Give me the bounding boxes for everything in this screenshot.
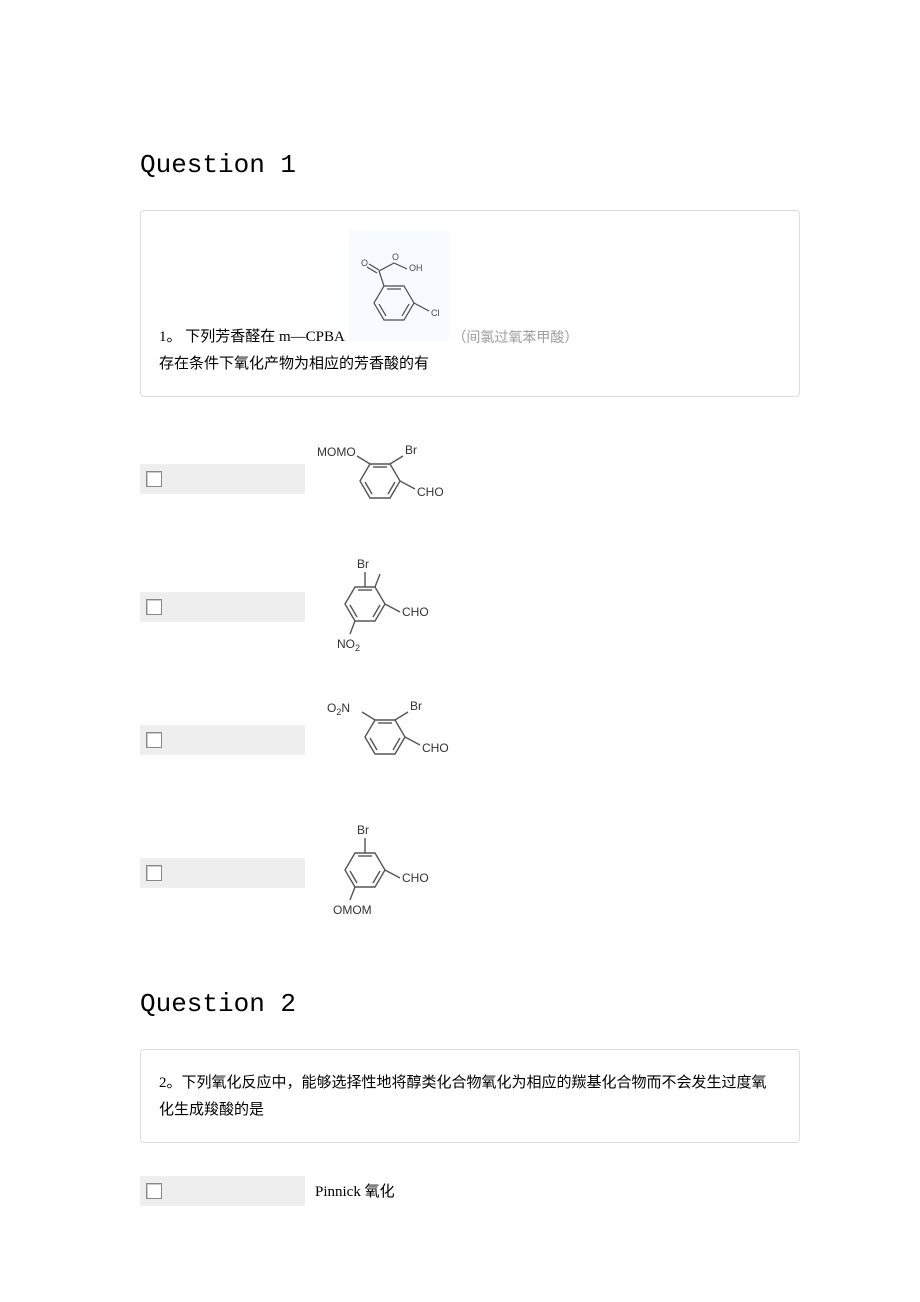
svg-text:Br: Br xyxy=(405,443,417,457)
q1-option-a[interactable]: MOMO Br CHO xyxy=(140,422,800,536)
mcpba-o2-label: O xyxy=(392,252,399,262)
checkbox-icon[interactable] xyxy=(146,865,162,881)
mcpba-oh-label: OH xyxy=(409,263,423,273)
option-handle xyxy=(140,592,305,622)
svg-text:MOMO: MOMO xyxy=(317,445,356,459)
option-a-structure-icon: MOMO Br CHO xyxy=(305,422,800,536)
q2-option-a-text: Pinnick 氧化 xyxy=(305,1168,800,1213)
option-handle xyxy=(140,464,305,494)
option-d-structure-icon: Br CHO OMOM xyxy=(305,806,800,940)
question-1-stem: 1。 下列芳香醛在 m—CPBA xyxy=(140,210,800,397)
q2-option-a[interactable]: Pinnick 氧化 xyxy=(140,1168,800,1213)
option-handle xyxy=(140,725,305,755)
question-1-title: Question 1 xyxy=(140,150,800,180)
svg-text:CHO: CHO xyxy=(402,871,429,885)
question-2-title: Question 2 xyxy=(140,989,800,1019)
checkbox-icon[interactable] xyxy=(146,1183,162,1199)
svg-text:Br: Br xyxy=(410,699,422,713)
stem-hint: （间氯过氧苯甲酸） xyxy=(452,326,578,351)
checkbox-icon[interactable] xyxy=(146,471,162,487)
mcpba-structure-icon: O O OH Cl xyxy=(349,231,449,351)
option-handle xyxy=(140,858,305,888)
svg-text:NO2: NO2 xyxy=(337,637,360,653)
mcpba-cl-label: Cl xyxy=(431,308,440,318)
stem-prefix: 1。 下列芳香醛在 m—CPBA xyxy=(159,324,345,351)
mcpba-o-label: O xyxy=(361,258,368,268)
svg-text:CHO: CHO xyxy=(402,605,429,619)
svg-text:CHO: CHO xyxy=(417,485,444,499)
svg-text:CHO: CHO xyxy=(422,741,449,755)
q2-stem-text: 2。下列氧化反应中，能够选择性地将醇类化合物氧化为相应的羰基化合物而不会发生过度… xyxy=(159,1075,767,1118)
checkbox-icon[interactable] xyxy=(146,599,162,615)
svg-text:Br: Br xyxy=(357,823,369,837)
option-handle xyxy=(140,1176,305,1206)
svg-text:Br: Br xyxy=(357,557,369,571)
option-c-structure-icon: O2N Br CHO xyxy=(305,678,800,802)
question-2-stem: 2。下列氧化反应中，能够选择性地将醇类化合物氧化为相应的羰基化合物而不会发生过度… xyxy=(140,1049,800,1143)
option-b-structure-icon: Br CHO NO2 xyxy=(305,540,800,674)
checkbox-icon[interactable] xyxy=(146,732,162,748)
q1-option-b[interactable]: Br CHO NO2 xyxy=(140,540,800,674)
svg-text:OMOM: OMOM xyxy=(333,903,372,917)
stem-suffix-1: 存在条件下氧化产物为相应的芳香酸的有 xyxy=(159,351,429,378)
q1-option-c[interactable]: O2N Br CHO xyxy=(140,678,800,802)
svg-text:O2N: O2N xyxy=(327,701,350,717)
q1-option-d[interactable]: Br CHO OMOM xyxy=(140,806,800,940)
